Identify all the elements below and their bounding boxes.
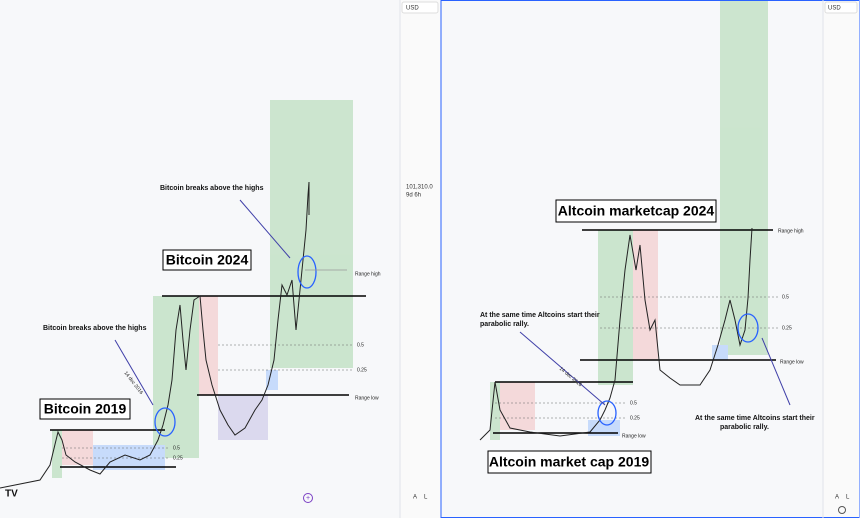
zone	[270, 100, 353, 368]
level-label: 0.5	[357, 342, 364, 348]
tv-logo: TV	[5, 489, 18, 500]
btc-price	[0, 181, 310, 489]
log-scale[interactable]: L	[424, 495, 428, 501]
arrow	[114, 339, 154, 406]
level-label: 0.25	[357, 367, 367, 373]
highlight-circle	[597, 400, 617, 426]
annotation: Bitcoin breaks above the highs	[160, 185, 264, 192]
zone	[588, 420, 620, 436]
countdown: 9d 6h	[406, 193, 421, 199]
price-label: 101,310.0	[406, 185, 433, 191]
box-label: Bitcoin 2024	[166, 252, 249, 268]
level-label: Range high	[778, 228, 804, 234]
currency[interactable]: USD	[406, 6, 419, 12]
zone	[62, 430, 93, 465]
label-box	[39, 398, 131, 420]
level-label: 0.25	[173, 455, 183, 461]
annotation: Bitcoin breaks above the highs	[43, 325, 147, 332]
arrow	[239, 199, 291, 259]
level-label: 0.25	[782, 325, 792, 331]
annotation: At the same time Altcoins start their	[695, 415, 815, 422]
add-button[interactable]	[303, 493, 313, 503]
level-label: 0.5	[782, 294, 789, 300]
highlight-circle	[154, 407, 176, 437]
zone	[199, 296, 218, 395]
left-range-lines	[50, 295, 366, 468]
arrow	[519, 331, 606, 406]
level-label: Range low	[780, 359, 804, 365]
zone	[500, 382, 535, 430]
add-icon[interactable]: +	[306, 495, 310, 502]
level-label: 0.5	[173, 445, 180, 451]
zone	[633, 230, 658, 360]
box-label: Altcoin market cap 2019	[489, 454, 650, 470]
annotation: parabolic rally.	[480, 321, 529, 328]
level-label: Range high	[355, 271, 381, 277]
level-label: 0.25	[630, 415, 640, 421]
box-label: Altcoin marketcap 2024	[558, 203, 715, 219]
right-fib-lines	[495, 296, 778, 419]
auto-scale[interactable]: A	[835, 495, 839, 501]
annotation: At the same time Altcoins start their	[480, 312, 600, 319]
highlight-circle	[737, 313, 759, 343]
altcoin-price	[479, 227, 753, 441]
left-zones	[52, 100, 353, 478]
left-fib-lines	[62, 344, 353, 459]
right-range-lines	[493, 229, 776, 434]
currency-select[interactable]	[824, 1, 858, 14]
level-label: 0.5	[630, 400, 637, 406]
label-box	[487, 450, 652, 474]
label-box	[162, 249, 252, 271]
auto-scale[interactable]: A	[413, 495, 417, 501]
log-scale[interactable]: L	[846, 495, 850, 501]
left-axis-bg	[400, 0, 441, 518]
currency[interactable]: USD	[828, 6, 841, 12]
level-label: Range low	[355, 395, 379, 401]
settings-button[interactable]	[838, 506, 846, 514]
level-label: Range low	[622, 433, 646, 439]
annotation: parabolic rally.	[720, 424, 769, 431]
right-axis-bg	[823, 1, 859, 517]
zone	[266, 370, 278, 390]
zone	[490, 382, 500, 440]
zone	[720, 1, 768, 355]
highlight-circle	[297, 255, 317, 289]
currency-select[interactable]	[401, 1, 439, 14]
box-label: Bitcoin 2019	[44, 401, 127, 417]
zone	[712, 345, 728, 360]
label-box	[555, 199, 717, 223]
arrow	[761, 337, 791, 406]
right-chart-bg	[440, 0, 860, 518]
zone	[52, 430, 62, 478]
